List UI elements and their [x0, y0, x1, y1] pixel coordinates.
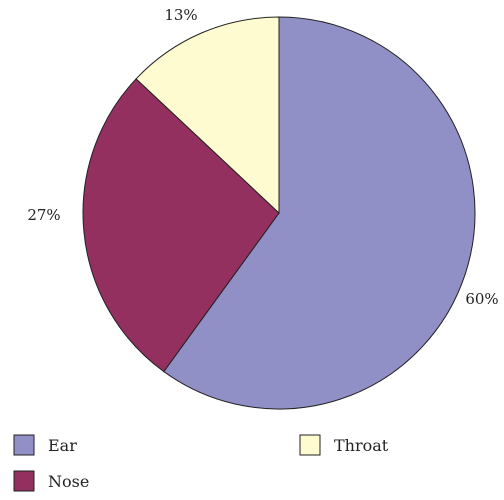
pie-percentage-labels: 60% 27% 13% [27, 6, 498, 308]
legend-item-nose: Nose [13, 470, 89, 492]
legend-label-nose: Nose [48, 472, 89, 491]
legend-swatch-ear [13, 434, 35, 456]
pie-label-throat: 13% [164, 6, 197, 24]
pie-slice-throat [135, 16, 280, 215]
pie-slice-ear [163, 16, 476, 410]
legend-swatch-nose [13, 470, 35, 492]
legend: Ear Throat Nose [13, 434, 389, 492]
legend-item-ear: Ear [13, 434, 77, 456]
legend-label-ear: Ear [48, 436, 77, 455]
legend-swatch-throat [299, 434, 321, 456]
pie-label-nose: 27% [27, 206, 60, 224]
pie-label-ear: 60% [465, 290, 498, 308]
legend-label-throat: Throat [334, 436, 389, 455]
pie-slice-nose [82, 78, 280, 373]
legend-item-throat: Throat [299, 434, 389, 456]
pie-slices [82, 16, 476, 410]
